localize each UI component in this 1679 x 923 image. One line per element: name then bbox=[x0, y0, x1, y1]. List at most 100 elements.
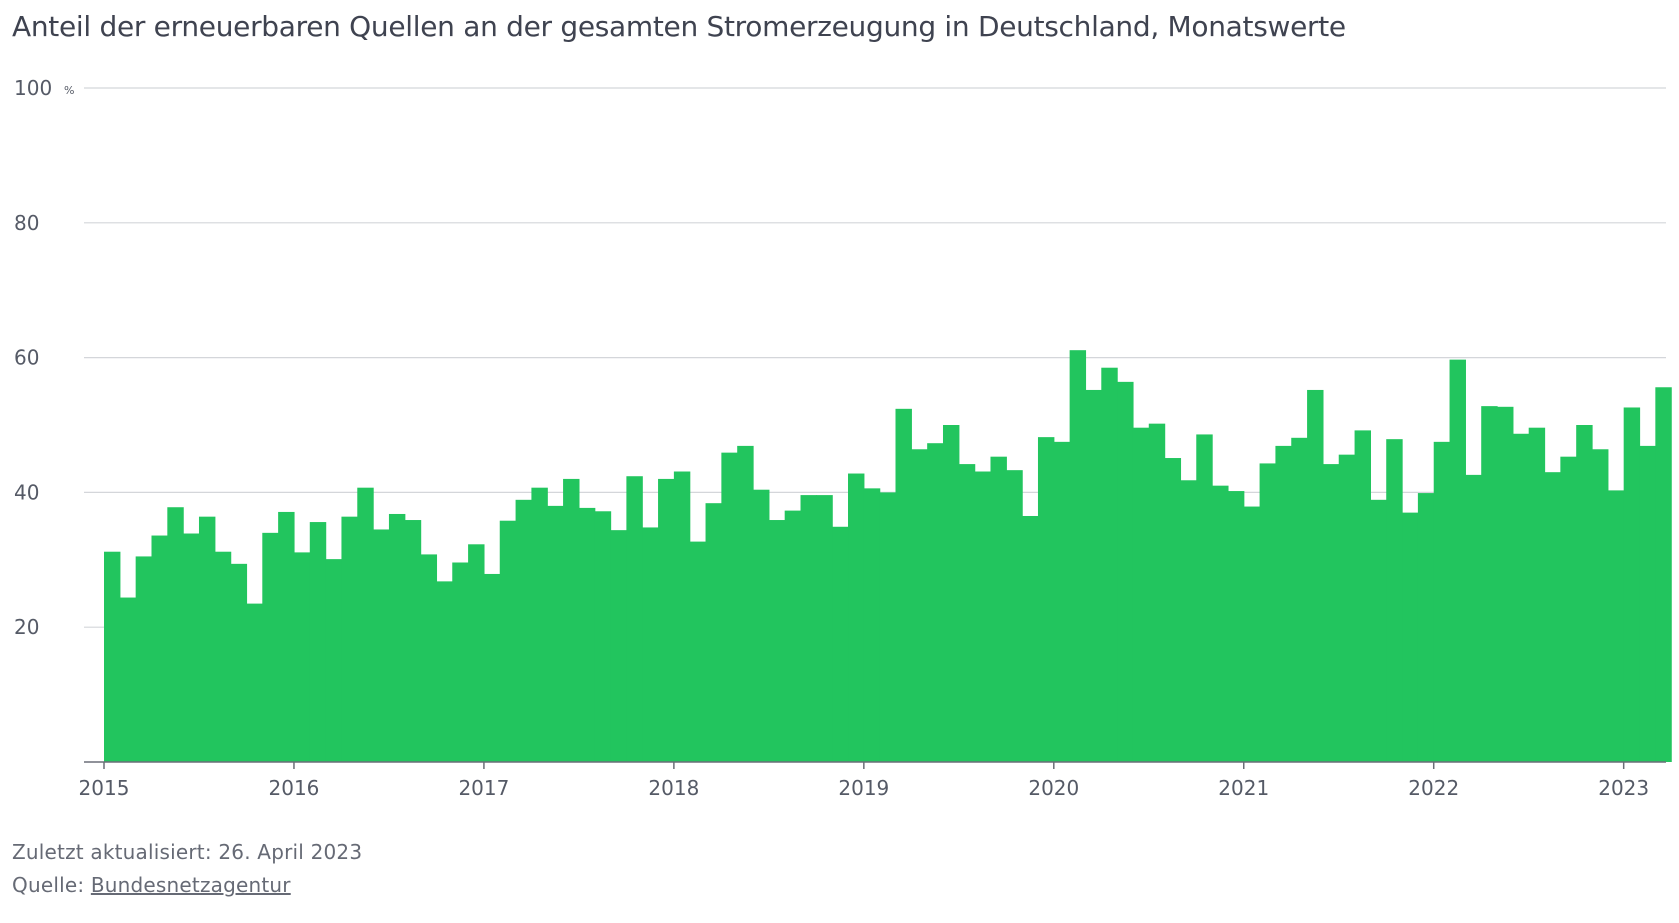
bar bbox=[689, 541, 707, 762]
bar bbox=[1132, 427, 1150, 762]
bar bbox=[1354, 430, 1371, 762]
bar bbox=[848, 473, 865, 762]
y-unit-label: % bbox=[64, 84, 74, 97]
bar bbox=[151, 535, 168, 762]
bar bbox=[594, 511, 612, 762]
bar bbox=[1623, 407, 1641, 762]
bar bbox=[784, 510, 802, 762]
bar bbox=[1386, 439, 1403, 762]
bar bbox=[911, 449, 928, 762]
bar bbox=[1592, 449, 1609, 762]
bar bbox=[183, 533, 200, 762]
bar bbox=[610, 530, 627, 762]
bar bbox=[1164, 458, 1182, 762]
bar bbox=[563, 478, 580, 762]
bar bbox=[1275, 445, 1292, 762]
bar bbox=[1180, 480, 1197, 762]
bar bbox=[974, 471, 992, 762]
bar bbox=[1307, 389, 1324, 762]
x-tick-label-2023: 2023 bbox=[1598, 776, 1649, 800]
y-tick-label-20: 20 bbox=[14, 615, 39, 639]
bar bbox=[737, 445, 754, 762]
bar bbox=[293, 552, 311, 762]
bar bbox=[404, 520, 422, 762]
axes: 20 40 60 80 100 % 2015 2016 2017 2018 2019 2020 2021… bbox=[14, 76, 1666, 800]
y-tick-label-60: 60 bbox=[14, 346, 39, 370]
bar bbox=[1259, 463, 1277, 762]
bar bbox=[436, 581, 453, 762]
bar bbox=[705, 503, 722, 762]
bar bbox=[1655, 387, 1672, 762]
bar bbox=[468, 544, 485, 762]
bar bbox=[420, 554, 438, 762]
y-tick-label-40: 40 bbox=[14, 480, 39, 504]
bar bbox=[642, 527, 659, 762]
bar bbox=[373, 529, 390, 762]
bar bbox=[879, 492, 897, 762]
bars bbox=[104, 350, 1672, 762]
bar bbox=[1497, 406, 1514, 762]
bar bbox=[262, 532, 279, 762]
chart-area: 20 40 60 80 100 % 2015 2016 2017 2018 2019 2020 2021… bbox=[14, 76, 1672, 800]
bar bbox=[1528, 427, 1546, 762]
bar bbox=[800, 495, 817, 762]
bar bbox=[1053, 441, 1071, 762]
bar bbox=[483, 573, 501, 762]
bar bbox=[198, 516, 216, 762]
bar bbox=[1370, 499, 1387, 762]
bar bbox=[721, 452, 738, 762]
last-updated: Zuletzt aktualisiert: 26. April 2023 bbox=[12, 840, 363, 864]
x-tick-label-2022: 2022 bbox=[1408, 776, 1459, 800]
bar bbox=[1639, 445, 1656, 762]
source-link[interactable]: Bundesnetzagentur bbox=[90, 873, 291, 897]
bar bbox=[214, 551, 232, 762]
bar bbox=[135, 556, 153, 762]
bar bbox=[1512, 433, 1530, 762]
bar bbox=[768, 520, 786, 762]
bar bbox=[658, 478, 675, 762]
bar bbox=[1576, 425, 1593, 762]
bar bbox=[325, 559, 343, 762]
bar bbox=[673, 471, 691, 762]
bar bbox=[1402, 512, 1419, 762]
bar bbox=[1417, 493, 1435, 762]
bar bbox=[119, 597, 137, 762]
x-tick-label-2017: 2017 bbox=[458, 776, 509, 800]
bar bbox=[246, 603, 263, 762]
bar bbox=[1291, 437, 1308, 762]
bar bbox=[515, 499, 533, 762]
x-tick-label-2016: 2016 bbox=[269, 776, 320, 800]
bar bbox=[309, 522, 327, 762]
bar bbox=[1433, 441, 1451, 762]
bar bbox=[578, 507, 596, 762]
bar bbox=[1148, 423, 1166, 762]
bar bbox=[1243, 506, 1261, 762]
bar bbox=[1338, 454, 1356, 762]
bar bbox=[357, 487, 374, 762]
bar bbox=[1465, 474, 1482, 762]
bar bbox=[531, 487, 548, 762]
bar bbox=[863, 488, 881, 762]
bar bbox=[167, 507, 184, 762]
bar bbox=[1085, 389, 1102, 762]
bar bbox=[927, 443, 944, 762]
bar bbox=[499, 520, 517, 762]
bar bbox=[104, 551, 121, 762]
bar bbox=[753, 489, 770, 762]
bar bbox=[895, 408, 912, 762]
bar bbox=[1322, 464, 1340, 762]
bar bbox=[278, 511, 295, 762]
bar bbox=[1022, 515, 1039, 762]
bar bbox=[832, 526, 849, 762]
y-tick-label-100: 100 bbox=[14, 76, 52, 100]
x-tick-label-2020: 2020 bbox=[1028, 776, 1079, 800]
x-tick-label-2019: 2019 bbox=[838, 776, 889, 800]
bar bbox=[1560, 456, 1577, 762]
bar bbox=[1212, 485, 1229, 762]
y-tick-label-80: 80 bbox=[14, 211, 39, 235]
x-tick-label-2015: 2015 bbox=[79, 776, 130, 800]
bar bbox=[1037, 437, 1055, 762]
bar bbox=[452, 562, 469, 762]
chart-title: Anteil der erneuerbaren Quellen an der g… bbox=[12, 10, 1346, 43]
bar bbox=[1006, 470, 1023, 762]
